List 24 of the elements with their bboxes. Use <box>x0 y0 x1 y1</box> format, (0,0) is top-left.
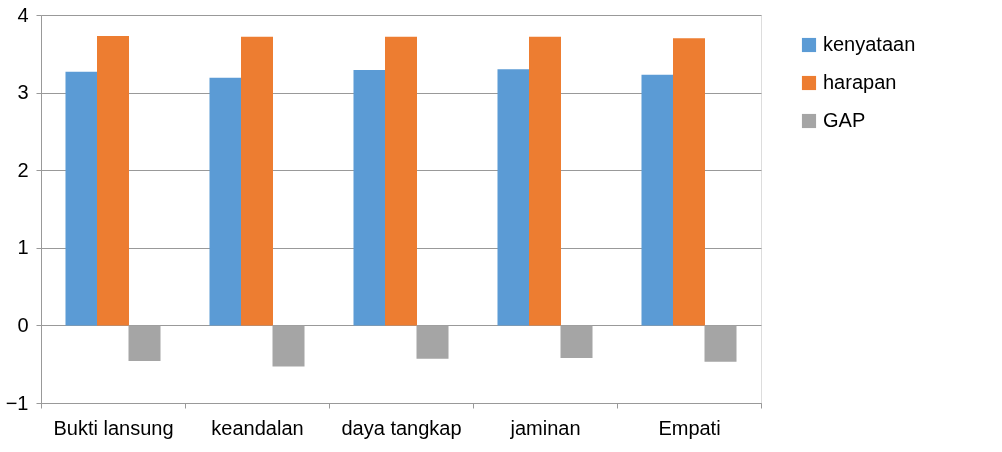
y-tick-label: −1 <box>5 391 29 414</box>
bar <box>641 74 674 326</box>
x-tick-label: keandalan <box>211 416 304 439</box>
x-tick-label: Bukti lansung <box>53 416 174 439</box>
y-tick-label: 1 <box>17 236 29 259</box>
legend-label: GAP <box>823 109 866 131</box>
bar <box>497 69 530 326</box>
bar <box>673 38 705 326</box>
y-tick-label: 3 <box>17 81 29 104</box>
bar <box>65 71 98 326</box>
bar <box>353 70 386 326</box>
bar <box>529 36 561 326</box>
y-tick-label: 2 <box>17 158 29 181</box>
x-tick-label: daya tangkap <box>341 416 462 439</box>
legend-label: kenyataan <box>823 33 916 55</box>
bar <box>209 77 242 326</box>
bar <box>385 36 417 326</box>
y-tick-label: 0 <box>17 313 29 336</box>
y-tick-label: 4 <box>17 3 29 26</box>
x-tick-label: jaminan <box>509 416 581 439</box>
legend-label: harapan <box>823 71 897 93</box>
bar <box>241 36 273 326</box>
bar <box>97 35 129 326</box>
x-tick-label: Empati <box>658 416 721 439</box>
